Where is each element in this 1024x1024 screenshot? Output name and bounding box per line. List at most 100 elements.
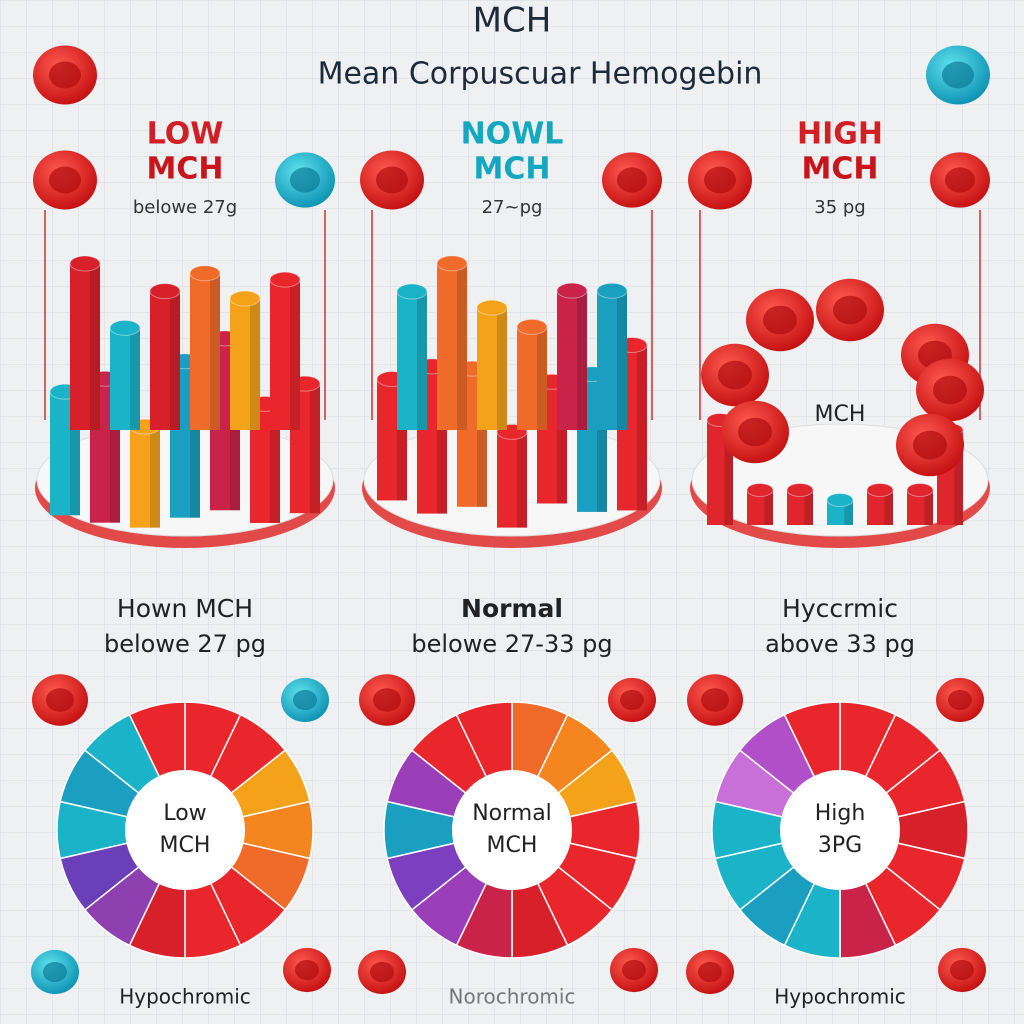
bar-shade <box>170 291 180 430</box>
blood-cell-center <box>46 688 74 712</box>
bar-shade <box>557 381 567 504</box>
bar-top <box>149 283 181 300</box>
bar-top <box>906 483 934 497</box>
bar-top <box>69 255 101 272</box>
panel-heading: HIGH <box>797 117 883 152</box>
bar-body <box>130 426 160 528</box>
bar-shade <box>270 403 280 523</box>
bar-shade <box>637 344 647 511</box>
bar-body <box>477 307 507 430</box>
blood-cell-center <box>950 959 974 981</box>
bar-shade <box>290 279 300 430</box>
panel-range: 35 pg <box>814 197 865 218</box>
panel-heading: MCH <box>147 152 224 187</box>
bar-shade <box>517 431 527 528</box>
bar-top <box>866 483 894 497</box>
panel-detail: belowe 27 pg <box>104 630 266 658</box>
bar-shade <box>844 500 853 525</box>
blood-cell-center <box>704 166 736 194</box>
bar-shade <box>110 378 120 523</box>
bar-top <box>596 282 628 299</box>
bar-body <box>397 291 427 430</box>
bar-top <box>516 318 548 335</box>
blood-cell-center <box>376 166 408 194</box>
panel-label: Hyccrmic <box>782 594 898 623</box>
blood-cell-center <box>373 688 401 712</box>
panel-footer: Hypochromic <box>119 985 251 1009</box>
bar-top <box>476 299 508 316</box>
blood-cell-center <box>49 61 81 89</box>
bar-shade <box>954 430 963 525</box>
blood-cell-center <box>293 689 317 711</box>
blood-cell-center <box>913 430 947 460</box>
panel-detail: belowe 27-33 pg <box>411 630 612 658</box>
blood-cell-center <box>290 167 320 193</box>
bar-shade <box>130 327 140 430</box>
panel-label: Normal <box>461 594 563 623</box>
bar-shade <box>617 290 627 430</box>
title: MCH <box>473 1 552 41</box>
bar-shade <box>457 263 467 430</box>
bar-top <box>556 282 588 299</box>
donut-label: MCH <box>487 833 538 858</box>
panel-footer: Norochromic <box>449 985 576 1009</box>
bar-body <box>437 263 467 430</box>
blood-cell-center <box>933 375 967 405</box>
bar-shade <box>397 379 407 501</box>
bar-shade <box>477 368 487 507</box>
bar-top <box>436 255 468 272</box>
bar-body <box>270 279 300 430</box>
blood-cell-center <box>701 688 729 712</box>
donut-label: Normal <box>472 801 552 826</box>
donut-label: 3PG <box>818 833 862 858</box>
bar-top <box>786 483 814 497</box>
panel-label: Hown MCH <box>117 594 253 623</box>
bar-body <box>597 290 627 430</box>
blood-cell-center <box>617 167 647 193</box>
bar-top <box>826 493 854 507</box>
panel-footer: Hypochromic <box>774 985 906 1009</box>
bar-top <box>189 265 221 282</box>
panel-detail: above 33 pg <box>765 630 915 658</box>
bar-shade <box>577 290 587 430</box>
bar-shade <box>884 490 893 525</box>
blood-cell-center <box>833 295 867 325</box>
blood-cell-center <box>295 959 319 981</box>
blood-cell-center <box>945 167 975 193</box>
donut-hole <box>125 770 245 890</box>
bar-top <box>229 290 261 307</box>
donut-hole <box>780 770 900 890</box>
bar-shade <box>764 490 773 525</box>
bar-shade <box>437 366 447 514</box>
blood-cell-center <box>948 689 972 711</box>
bar-shade <box>597 374 607 512</box>
blood-cell-center <box>718 360 752 390</box>
panel-range: 27~pg <box>482 197 543 218</box>
panel-heading: MCH <box>802 152 879 187</box>
bar-shade <box>70 391 80 516</box>
bar-body <box>110 327 140 430</box>
panel-range: belowe 27g <box>133 197 237 218</box>
bar-shade <box>804 490 813 525</box>
donut-hole <box>452 770 572 890</box>
bar-body <box>230 298 260 430</box>
bar-body <box>557 290 587 430</box>
blood-cell-center <box>370 961 394 983</box>
bar-body <box>517 326 547 430</box>
blood-cell-center <box>43 961 67 983</box>
blood-cell-center <box>49 166 81 194</box>
panel-heading: NOWL <box>461 117 564 152</box>
bar-top <box>396 283 428 300</box>
bar-shade <box>210 273 220 430</box>
bar-shade <box>310 383 320 514</box>
bar-shade <box>497 307 507 430</box>
subtitle: Mean Corpuscuar Hemogebin <box>318 57 763 92</box>
blood-cell-center <box>620 689 644 711</box>
donut-label: Low <box>163 801 206 826</box>
donut-label: MCH <box>160 833 211 858</box>
blood-cell-center <box>622 959 646 981</box>
bar-shade <box>417 291 427 430</box>
